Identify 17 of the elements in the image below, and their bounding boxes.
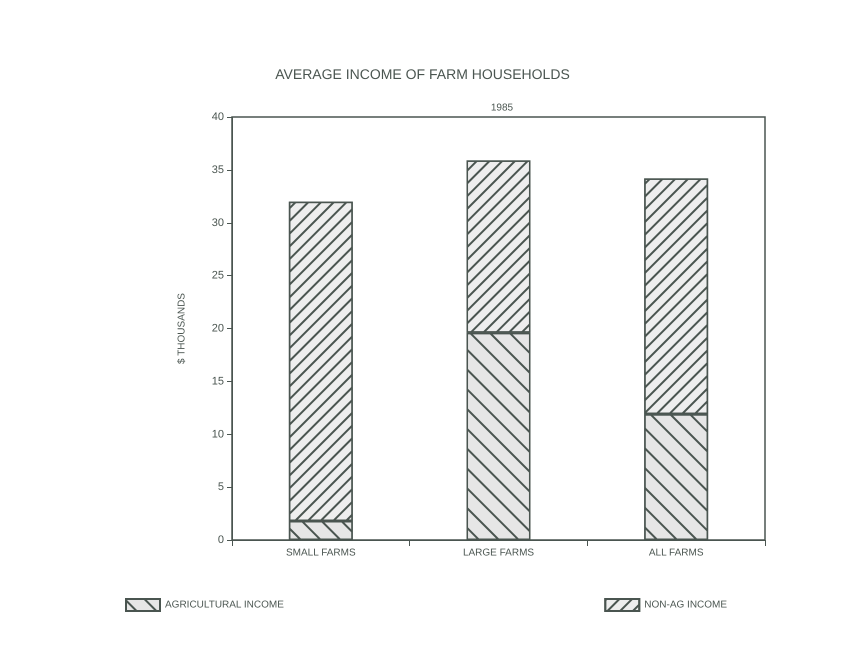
x-tick-label: ALL FARMS: [648, 548, 704, 558]
y-tick-label: 15: [212, 375, 224, 388]
chart-title: AVERAGE INCOME OF FARM HOUSEHOLDS: [275, 66, 570, 82]
y-tick-label: 20: [212, 322, 224, 334]
y-tick-label: 5: [218, 481, 224, 494]
y-tick-label: 0: [218, 534, 224, 546]
x-tick-label: LARGE FARMS: [462, 548, 534, 558]
y-tick-label: 25: [212, 270, 224, 282]
legend-label: AGRICULTURAL INCOME: [165, 600, 284, 610]
y-tick-label: 10: [212, 428, 224, 440]
chart-subtitle: 1985: [490, 102, 514, 114]
y-tick-label: 35: [212, 164, 224, 176]
y-tick-label: 40: [212, 111, 224, 123]
y-tick-label: 30: [212, 216, 224, 229]
legend-label: NON-AG INCOME: [644, 600, 728, 610]
y-axis-title: $ THOUSANDS: [176, 292, 188, 364]
x-tick-label: SMALL FARMS: [286, 548, 356, 558]
